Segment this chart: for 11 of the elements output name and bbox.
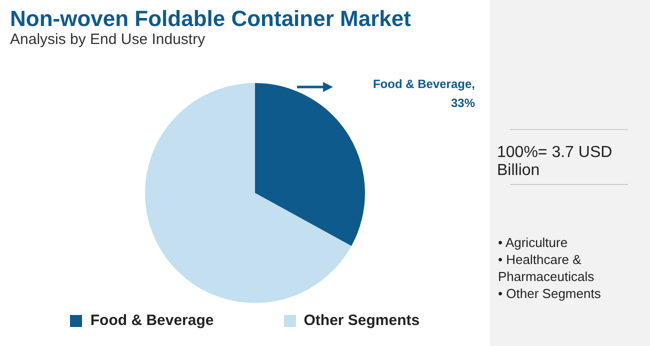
text: 100%= 3.7 USD Billion [497, 144, 614, 180]
legend-label: Food & Beverage [89, 312, 214, 329]
text: • Healthcare & Pharmaceuticals [498, 251, 596, 285]
chart-title: Non-woven Foldable Container Market [10, 6, 411, 32]
data-label: Food & Beverage, 33% [372, 76, 475, 112]
text: • Other Segments [498, 285, 602, 302]
legend-label: Other Segments [302, 312, 420, 329]
chart-subtitle: Analysis by End Use Industry [10, 31, 206, 48]
pie-slice [145, 83, 352, 303]
pie-slice [255, 83, 365, 246]
text: • Agriculture [498, 234, 569, 251]
